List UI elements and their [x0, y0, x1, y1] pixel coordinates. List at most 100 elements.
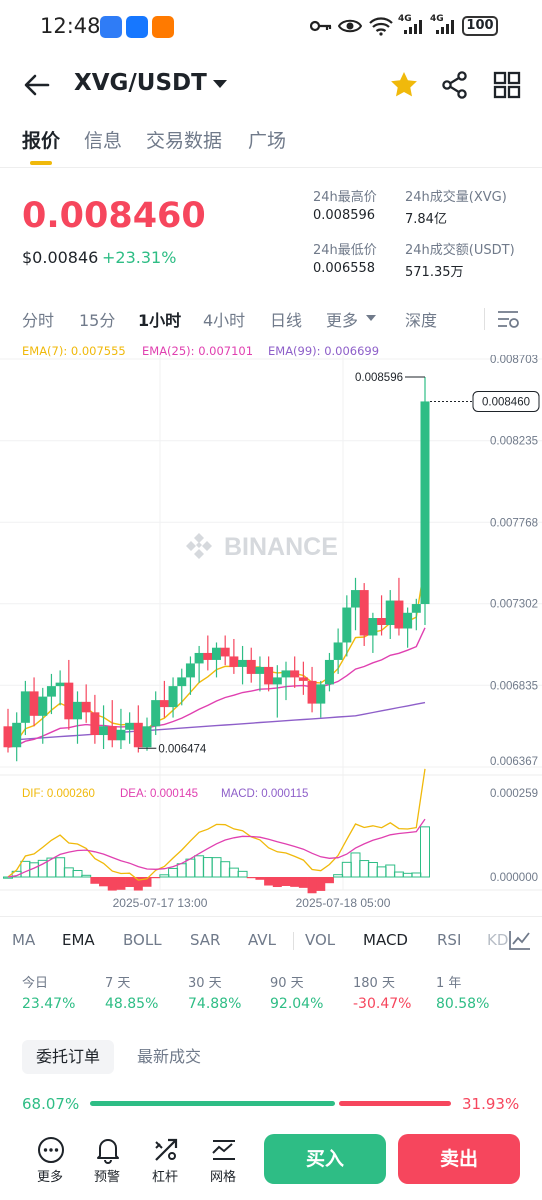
indicator-macd[interactable]: MACD [363, 931, 408, 949]
macd-bar [72, 870, 83, 878]
grid-label[interactable]: 网格 [210, 1170, 237, 1185]
candle-body [151, 700, 161, 727]
indicator-vol[interactable]: VOL [305, 931, 336, 949]
tab-latest-trades[interactable]: 最新成交 [137, 1040, 201, 1074]
candle-body [264, 666, 274, 685]
more-chevron-icon[interactable] [366, 315, 376, 321]
perf-label-1: 7 天 [105, 976, 131, 991]
indicator-sar[interactable]: SAR [190, 931, 221, 949]
macd-bar [168, 867, 179, 878]
candle-body [3, 726, 13, 748]
indicator-boll[interactable]: BOLL [123, 931, 162, 949]
interval-4h[interactable]: 4小时 [203, 311, 246, 330]
indicator-ema[interactable]: EMA [62, 931, 95, 949]
candle-body [133, 722, 143, 748]
interval-more[interactable]: 更多 [326, 311, 359, 330]
macd-bar [99, 877, 109, 887]
candle-body [177, 677, 187, 687]
app-notification-icon [100, 16, 122, 38]
tab-latest-trades-label: 最新成交 [137, 1047, 202, 1066]
last-price-tag: 0.008460 [482, 396, 530, 408]
grid-trading-icon[interactable] [210, 1136, 238, 1164]
chevron-down-icon[interactable] [213, 80, 227, 88]
perf-value-5: 80.58% [436, 996, 490, 1012]
indicator-rsi[interactable]: RSI [437, 931, 462, 949]
candle-body [90, 712, 100, 736]
interval-15m[interactable]: 15分 [79, 311, 116, 330]
interval-1h[interactable]: 1小时 [138, 311, 182, 330]
binance-watermark: BINANCE [186, 533, 338, 561]
interval-depth[interactable]: 深度 [405, 311, 438, 330]
tab-order-book[interactable]: 委托订单 [22, 1040, 114, 1074]
indicator-kd[interactable]: KD [487, 931, 509, 949]
candle-body [73, 701, 82, 720]
candle-body [420, 401, 430, 605]
candle-body [29, 691, 39, 716]
candle-body [116, 729, 126, 741]
candlestick-chart[interactable]: BINANCE DIF: 0.000260 DEA: 0.000145 MACD: … [0, 355, 542, 915]
y-tick-label: 0.008235 [490, 436, 538, 448]
low-24h-label: 24h最低价 [313, 243, 377, 258]
leverage-label[interactable]: 杠杆 [152, 1170, 179, 1185]
candle-body [185, 663, 195, 678]
perf-label-3: 90 天 [270, 976, 304, 991]
x-tick-label: 2025-07-17 13:00 [113, 896, 208, 910]
perf-label-4: 180 天 [353, 976, 395, 991]
y-tick-label: 0.006367 [490, 756, 538, 768]
dif-legend: DIF: 0.000260 [22, 788, 95, 800]
indicator-chart-icon[interactable] [508, 929, 532, 951]
macd-legend: MACD: 0.000115 [221, 788, 308, 800]
sell-button[interactable]: 卖出 [398, 1134, 520, 1184]
macd-bar [90, 877, 100, 884]
amount-24h-label: 24h成交额(USDT) [405, 243, 515, 258]
high-24h-value: 0.008596 [313, 208, 376, 223]
key-icon [310, 20, 332, 32]
y-tick-label: 0.006835 [490, 680, 538, 692]
amount-24h-value: 571.35万 [405, 265, 464, 280]
tab-quote[interactable]: 报价 [22, 130, 61, 152]
dea-legend: DEA: 0.000145 [120, 788, 198, 800]
star-icon[interactable] [389, 70, 419, 100]
macd-bar [185, 858, 196, 878]
chart-settings-icon[interactable] [496, 308, 520, 330]
macd-bar [211, 857, 222, 878]
wifi-icon [369, 17, 393, 36]
candle-body [377, 618, 387, 626]
alipay-notification-icon [126, 16, 148, 38]
tab-trading-data[interactable]: 交易数据 [146, 130, 223, 152]
perf-label-5: 1 年 [436, 976, 462, 991]
macd-bar [393, 871, 404, 878]
candle-body [385, 600, 395, 626]
perf-value-3: 92.04% [270, 996, 324, 1012]
macd-bar [20, 860, 31, 878]
interval-1d[interactable]: 日线 [270, 311, 303, 330]
ema25-legend: EMA(25): 0.007101 [142, 344, 254, 358]
macd-bar [202, 857, 213, 878]
macd-bar [194, 855, 205, 878]
interval-line[interactable]: 分时 [22, 311, 55, 330]
trading-pair-title[interactable]: XVG/USDT [74, 70, 207, 96]
volume-24h-value: 7.84亿 [405, 212, 447, 227]
indicator-avl[interactable]: AVL [248, 931, 276, 949]
candle-body [351, 590, 360, 608]
buy-button[interactable]: 买入 [264, 1134, 386, 1184]
leverage-icon[interactable] [152, 1136, 180, 1164]
macd-bar [385, 864, 396, 878]
indicator-ma[interactable]: MA [12, 931, 36, 949]
more-icon[interactable] [37, 1136, 65, 1164]
grid-layout-icon[interactable] [492, 70, 522, 100]
macd-bar [228, 867, 239, 878]
bell-icon[interactable] [94, 1136, 122, 1164]
indicator-bar: MA EMA BOLL SAR AVL VOL MACD RSI KD [0, 916, 542, 962]
share-icon[interactable] [440, 70, 470, 100]
back-arrow-icon[interactable] [22, 70, 52, 100]
more-label[interactable]: 更多 [37, 1170, 64, 1185]
alert-label[interactable]: 预警 [94, 1170, 121, 1185]
high-24h-label: 24h最高价 [313, 190, 377, 205]
tab-square[interactable]: 广场 [248, 130, 287, 152]
ask-ratio-bar [339, 1101, 451, 1106]
tab-info[interactable]: 信息 [84, 130, 123, 152]
candle-body [316, 684, 326, 704]
candle-body [64, 682, 74, 720]
high-marker-label: 0.008596 [355, 372, 403, 384]
